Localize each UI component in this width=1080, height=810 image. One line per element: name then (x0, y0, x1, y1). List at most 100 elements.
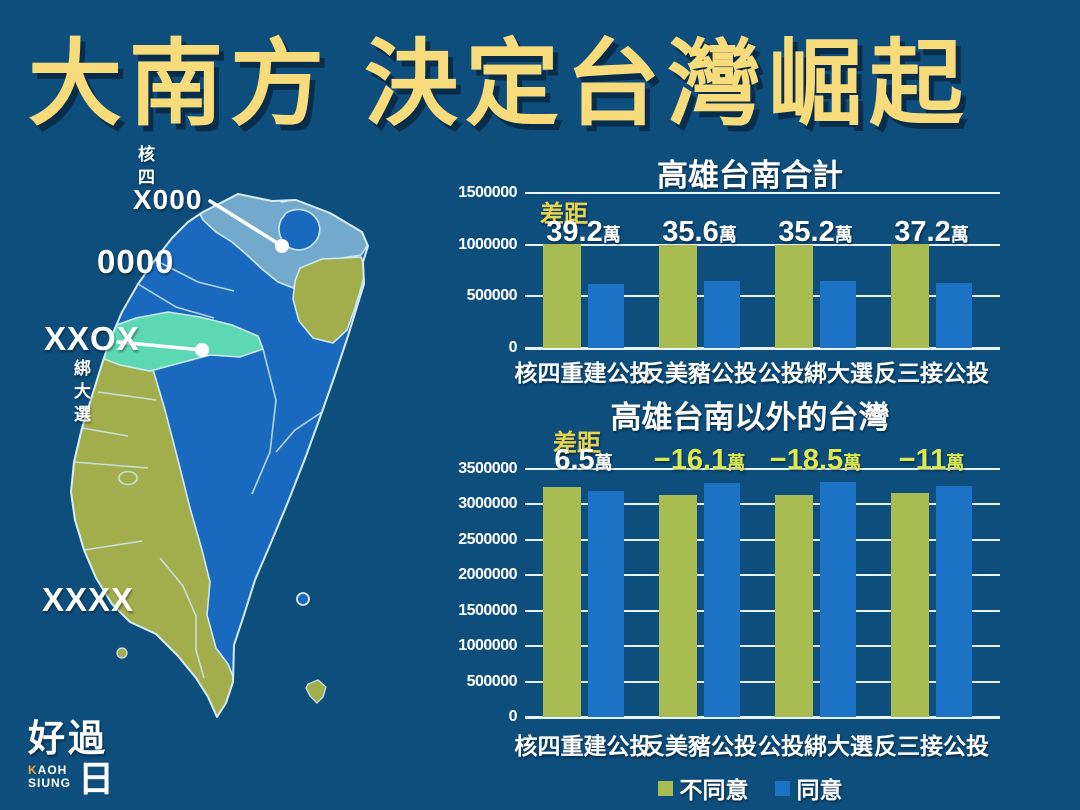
bar-disagree-1 (543, 243, 581, 348)
logo-hanzi: 好過 (28, 718, 108, 759)
x-label-3: 公投綁大選 (758, 360, 873, 386)
island-green-island (296, 592, 310, 606)
bar-disagree-1 (543, 486, 581, 717)
y-tick-1000000: 1000000 (458, 235, 517, 253)
x-label-1: 核四重建公投 (514, 733, 653, 759)
bar-agree-3 (820, 482, 856, 717)
bar-agree-3 (820, 281, 856, 348)
logo-sun-glyph: 日 (78, 758, 115, 799)
map-label-central-vertical: 綁大選 (74, 359, 91, 424)
map-label-central-result: XXOX (44, 320, 140, 357)
chart-legend: 不同意 同意 (500, 771, 1000, 805)
gap-number: −18.5 (769, 444, 844, 476)
county-line-changhua (97, 391, 157, 401)
logo-letters-aoh: AOH (37, 763, 68, 777)
gap-label: 差距 (540, 201, 588, 228)
bar-disagree-4 (891, 244, 929, 348)
gap-number: 39.2 (546, 216, 603, 248)
x-label-4: 反三接公投 (874, 360, 989, 386)
gap-number: −11 (898, 444, 947, 476)
leader-line-central (116, 340, 204, 352)
x-label-3: 公投綁大選 (758, 733, 873, 759)
y-tick-3000000: 3000000 (458, 495, 517, 513)
county-line-chiayi-city (118, 470, 138, 486)
gap-unit: 萬 (718, 225, 737, 245)
gridline-3000000 (525, 503, 1000, 506)
chart-taiwan-excluding-kaohsiung-tainan: 高雄台南以外的台灣 差距 0 500000 1000000 1500000 200000… (440, 390, 1060, 810)
logo-latin: KAOH SIUNG (28, 764, 71, 790)
y-tick-3500000: 3500000 (458, 460, 517, 477)
gap-number: 6.5 (554, 444, 595, 476)
legend-item-agree: 同意 (774, 771, 843, 805)
bar-agree-2 (704, 281, 740, 348)
chart-kaohsiung-tainan-total: 高雄台南合計 差距 0 500000 1000000 1500000 核四重建公投 39.… (440, 150, 1060, 390)
leader-line-north (208, 199, 284, 248)
logo-letter-k: K (28, 763, 38, 777)
bar-agree-1 (588, 284, 624, 348)
gridline-1000000 (525, 645, 1000, 648)
gap-unit: 萬 (727, 453, 746, 473)
gap-label: 差距 (553, 430, 601, 457)
county-line-kaohsiung-pingtung (159, 557, 205, 679)
y-tick-1000000: 1000000 (458, 637, 517, 655)
gap-number: 37.2 (894, 216, 951, 248)
island-outline (70, 193, 369, 718)
gap-unit: 萬 (602, 225, 621, 245)
county-line-hualien-taitung (275, 411, 323, 453)
region-yilan-olive (292, 256, 367, 344)
bar-agree-2 (704, 483, 740, 717)
gap-value-1: 6.5萬 (504, 444, 664, 477)
gridline-1000000 (525, 243, 1000, 246)
gap-value-2: −16.1萬 (620, 444, 780, 477)
gap-unit: 萬 (594, 453, 613, 473)
county-line-chiayi (73, 461, 149, 469)
legend-label-disagree: 不同意 (679, 777, 749, 803)
y-tick-0: 0 (508, 708, 518, 725)
island-lanyu (305, 679, 327, 704)
x-label-1: 核四重建公投 (514, 360, 653, 386)
bar-disagree-4 (891, 493, 929, 717)
page-title: 大南方 決定台灣崛起 (28, 31, 971, 136)
x-label-4: 反三接公投 (874, 733, 989, 759)
gap-value-1: 39.2萬 (504, 216, 664, 249)
gridline-500000 (525, 680, 1000, 683)
gridline-1500000 (525, 192, 1000, 194)
y-tick-1500000: 1500000 (458, 184, 517, 201)
chart-title: 高雄台南合計 (657, 158, 843, 193)
gap-value-4: 37.2萬 (852, 216, 1012, 249)
bar-agree-4 (936, 485, 972, 717)
y-tick-2000000: 2000000 (458, 566, 517, 584)
gridline-0 (525, 347, 1000, 350)
bar-disagree-2 (659, 494, 697, 717)
bar-disagree-3 (775, 244, 813, 348)
island-liuqiu (116, 647, 128, 659)
kaohsiung-logo: 好過 KAOH SIUNG 日 (28, 708, 115, 799)
county-line-tainan (83, 540, 143, 551)
y-tick-500000: 500000 (466, 287, 518, 305)
x-label-2: 反美豬公投 (642, 733, 757, 759)
gridline-2500000 (525, 538, 1000, 541)
legend-item-disagree: 不同意 (657, 771, 749, 805)
gap-value-3: 35.2萬 (736, 216, 896, 249)
bar-disagree-2 (659, 244, 697, 348)
gap-value-4: −11萬 (852, 444, 1012, 477)
x-label-2: 反美豬公投 (642, 360, 757, 386)
county-line-yunlin (81, 427, 129, 437)
gridline-0 (525, 716, 1000, 719)
legend-swatch-disagree (657, 780, 673, 796)
gap-unit: 萬 (834, 225, 853, 245)
bar-agree-4 (936, 282, 972, 348)
gap-unit: 萬 (950, 225, 969, 245)
gap-unit: 萬 (843, 453, 862, 473)
chart-title: 高雄台南以外的台灣 (610, 400, 890, 435)
y-tick-1500000: 1500000 (458, 601, 517, 619)
gridline-2000000 (525, 574, 1000, 577)
gap-number: 35.2 (778, 216, 835, 248)
gap-value-2: 35.6萬 (620, 216, 780, 249)
leader-dot-north (275, 239, 289, 253)
region-taipei-enclave (278, 208, 321, 251)
county-line-central-mountains (251, 348, 277, 495)
bar-disagree-3 (775, 495, 813, 717)
y-tick-500000: 500000 (466, 672, 518, 690)
